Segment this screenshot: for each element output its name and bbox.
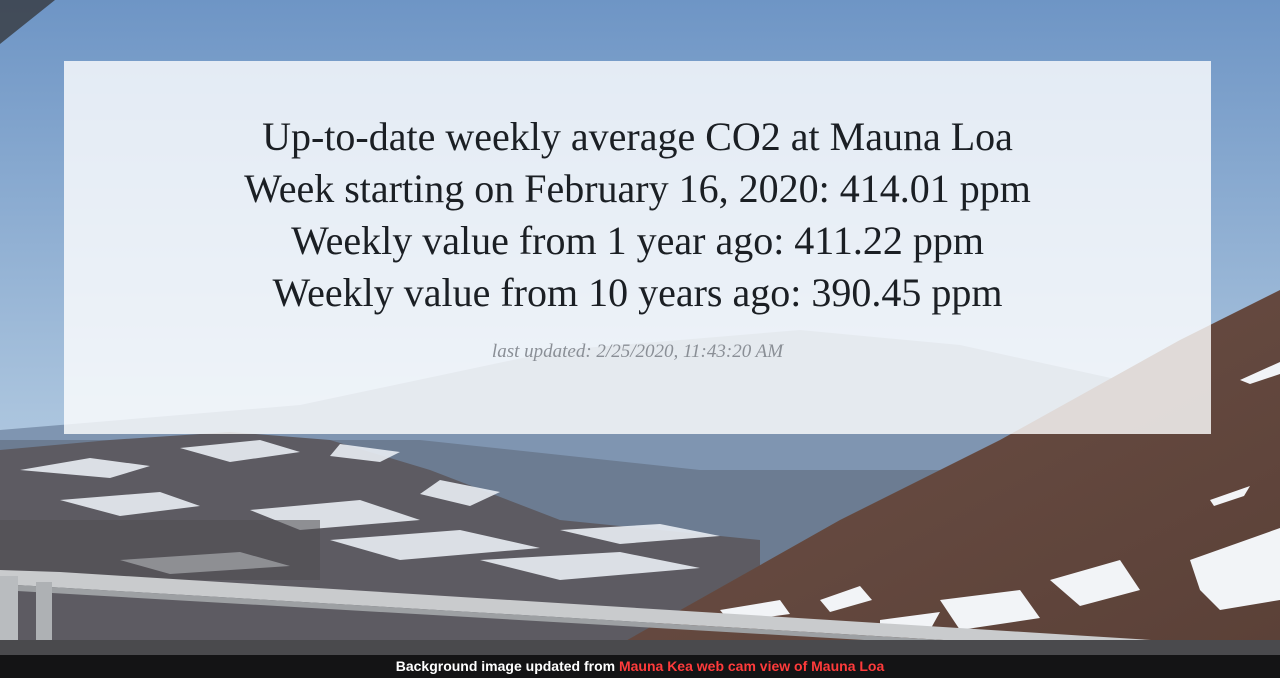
last-updated-timestamp: last updated: 2/25/2020, 11:43:20 AM — [491, 341, 784, 362]
webcam-link[interactable]: Mauna Kea web cam view of Mauna Loa — [618, 658, 885, 674]
co2-values: Up-to-date weekly average CO2 at Mauna L… — [64, 111, 1211, 319]
one-year-ago-value: Weekly value from 1 year ago: 411.22 ppm — [291, 218, 984, 263]
current-week-value: Week starting on February 16, 2020: 414.… — [244, 166, 1031, 211]
footer-bar: Background image updated from Mauna Kea … — [0, 655, 1280, 678]
panel-title: Up-to-date weekly average CO2 at Mauna L… — [262, 114, 1013, 159]
co2-info-panel: Up-to-date weekly average CO2 at Mauna L… — [64, 61, 1211, 434]
footer-text: Background image updated from — [395, 658, 616, 674]
ten-years-ago-value: Weekly value from 10 years ago: 390.45 p… — [272, 270, 1003, 315]
